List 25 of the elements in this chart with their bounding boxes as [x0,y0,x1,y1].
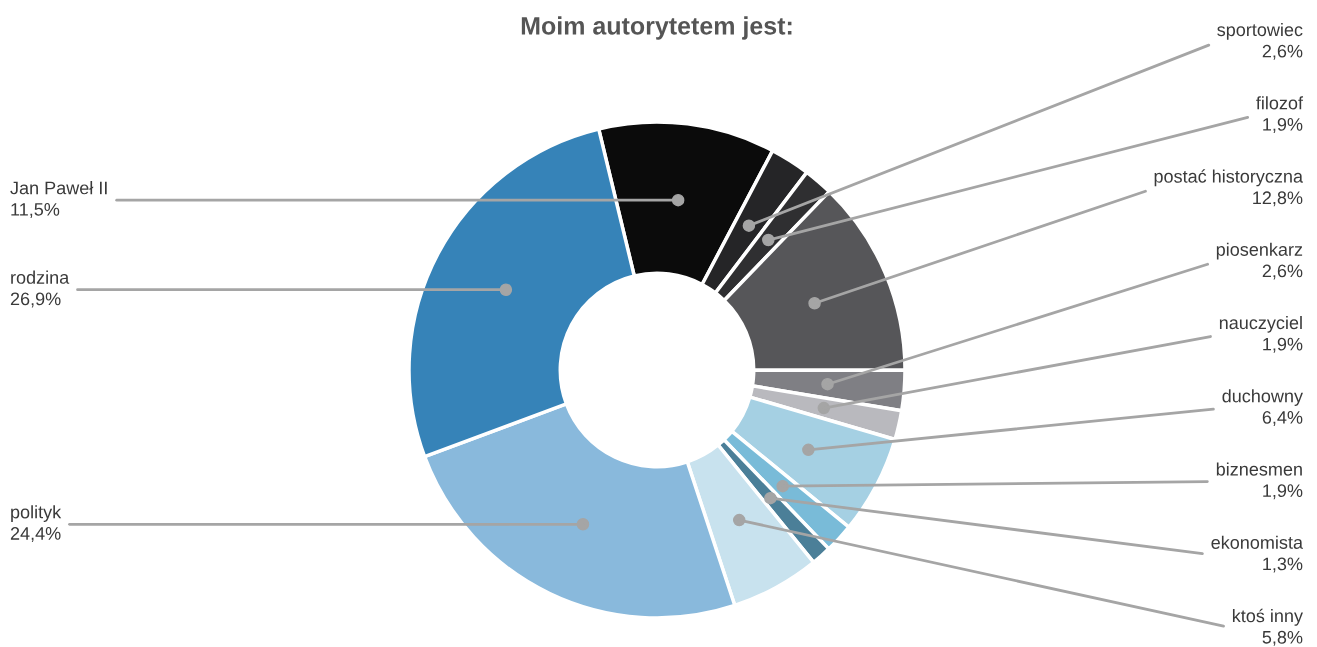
data-label: 1,3% [1263,557,1303,573]
data-label: 1,9% [1263,337,1303,353]
slice-label: rodzina [11,270,70,284]
data-label: 12,8% [1253,191,1303,207]
data-label: 2,6% [1262,264,1303,280]
data-label: 26,9% [10,292,61,308]
slice-label: nauczyciel [1219,315,1302,333]
data-label: 11,5% [11,203,60,218]
data-label: 6,4% [1262,411,1303,426]
slice-label: postać historyczna [1154,169,1304,187]
data-label: 24,4% [10,527,61,542]
slice-label: piosenkarz [1216,242,1303,260]
slice-label: biznesmen [1216,462,1302,476]
data-label: 1,9% [1263,118,1303,133]
slice-label: sportowiec [1217,22,1303,40]
data-label: 5,8% [1262,630,1303,646]
slice-label: ktoś inny [1232,608,1303,626]
data-label: 2,6% [1262,44,1303,60]
slice-label: ekonomista [1211,535,1303,549]
slice-label: duchowny [1222,389,1303,406]
slice-label: filozof [1256,96,1304,110]
slice-label: Jan Paweł II [10,181,107,195]
chart-title: Moim autorytetem jest: [521,16,792,40]
slice-label: polityk [11,505,62,522]
data-label: 1,9% [1263,484,1303,500]
